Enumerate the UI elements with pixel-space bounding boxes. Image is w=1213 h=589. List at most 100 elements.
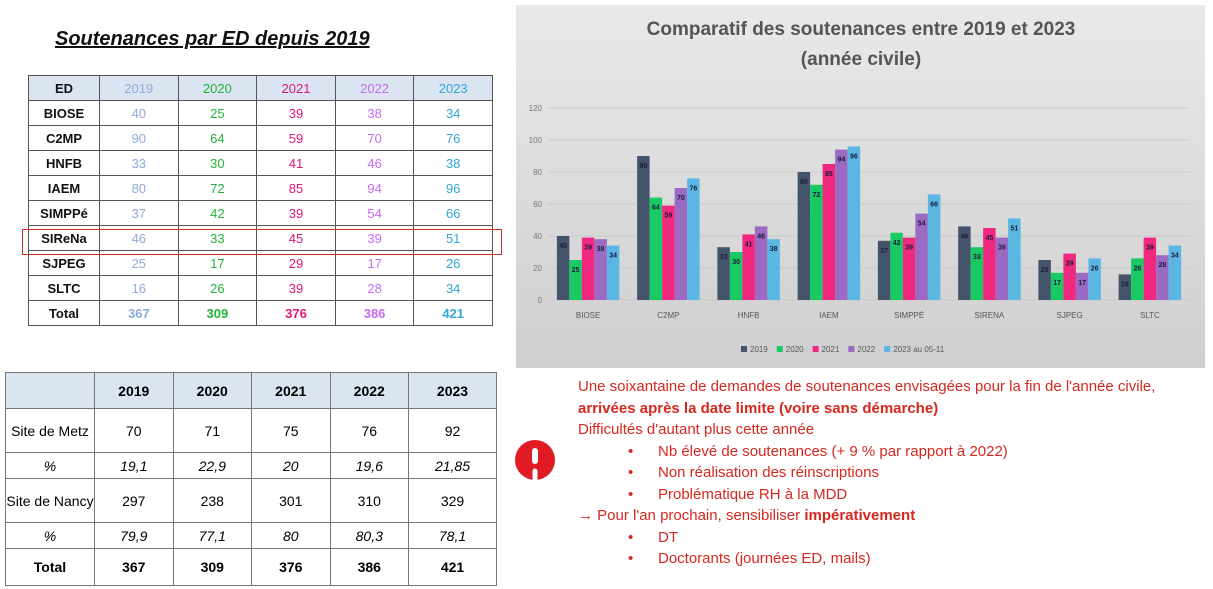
cell: 38 [414, 151, 493, 176]
cell: 39 [257, 101, 336, 126]
text-run: Une soixantaine de demandes de soutenanc… [578, 378, 1155, 395]
cell: 28 [335, 276, 414, 301]
row: SLTC1626392834 [29, 276, 493, 301]
cell: 376 [257, 301, 336, 326]
cell: 309 [178, 301, 257, 326]
cell: 71 [173, 409, 252, 453]
cell: 40 [100, 101, 179, 126]
data-label: 25 [1041, 267, 1049, 274]
y-tick-label: 0 [538, 296, 543, 305]
cell: BIOSE [29, 101, 100, 126]
cell: 238 [173, 479, 252, 523]
data-label: 39 [905, 245, 913, 252]
cell: 79,9 [95, 523, 174, 549]
header-cell: 2019 [95, 373, 174, 409]
data-label: 76 [689, 185, 697, 192]
cell: 33 [100, 151, 179, 176]
data-label: 72 [812, 192, 820, 199]
data-label: 85 [825, 171, 833, 178]
cell: 20 [252, 453, 331, 479]
bar [662, 206, 675, 300]
bar [1038, 260, 1051, 300]
cell: 64 [178, 126, 257, 151]
data-label: 17 [1078, 280, 1086, 287]
cell: 386 [330, 549, 409, 586]
bullet-item: Doctorants (journées ED, mails) [578, 548, 1210, 570]
data-label: 17 [1053, 280, 1061, 287]
y-tick-label: 120 [529, 104, 543, 113]
header-cell: 2021 [257, 76, 336, 101]
bullet-item: Problématique RH à la MDD [578, 484, 1210, 506]
paragraph: → Pour l'an prochain, sensibiliser impér… [578, 505, 1210, 527]
cell: 376 [252, 549, 331, 586]
text-run: impérativement [804, 507, 915, 524]
bar [675, 188, 688, 300]
site-table: 20192020202120222023Site de Metz70717576… [5, 372, 497, 586]
cell: 19,6 [330, 453, 409, 479]
cell: 34 [414, 101, 493, 126]
data-label: 40 [559, 243, 567, 250]
alert-icon [515, 440, 555, 480]
data-label: 28 [1158, 262, 1166, 269]
cell: 37 [100, 201, 179, 226]
cell: 309 [173, 549, 252, 586]
chart-title: Comparatif des soutenances entre 2019 et… [647, 19, 1076, 40]
cell: 26 [178, 276, 257, 301]
bar [928, 194, 941, 300]
data-label: 39 [998, 245, 1006, 252]
x-tick-label: SIRENA [974, 311, 1004, 320]
cell: 78,1 [409, 523, 497, 549]
cell: 77,1 [173, 523, 252, 549]
cell: Site de Nancy [6, 479, 95, 523]
data-label: 45 [985, 235, 993, 242]
data-label: 38 [597, 246, 605, 253]
cell: Site de Metz [6, 409, 95, 453]
cell: 301 [252, 479, 331, 523]
text-run: arrivées après la date limite (voire san… [578, 400, 938, 417]
legend-label: 2022 [857, 345, 875, 354]
data-label: 37 [880, 248, 888, 255]
data-label: 42 [893, 240, 901, 247]
legend-label: 2023 au 05-11 [893, 345, 945, 354]
text-run: Problématique RH à la MDD [658, 486, 847, 503]
chart-panel: Comparatif des soutenances entre 2019 et… [516, 5, 1205, 368]
header-cell: 2022 [330, 373, 409, 409]
header-cell: 2020 [173, 373, 252, 409]
cell: 76 [414, 126, 493, 151]
text-run: DT [658, 529, 678, 546]
data-label: 34 [1171, 253, 1179, 260]
cell: 367 [100, 301, 179, 326]
cell: 72 [178, 176, 257, 201]
text-run: Nb élevé de soutenances (+ 9 % par rappo… [658, 443, 1008, 460]
cell: 39 [257, 201, 336, 226]
header-cell: 2022 [335, 76, 414, 101]
paragraph: Difficultés d'autant plus cette année [578, 419, 1210, 441]
cell: % [6, 523, 95, 549]
bar [650, 198, 663, 300]
cell: SIMPPé [29, 201, 100, 226]
cell: 367 [95, 549, 174, 586]
slide: Soutenances par ED depuis 2019 ED2019202… [0, 0, 1213, 589]
legend-label: 2020 [786, 345, 804, 354]
chart: Comparatif des soutenances entre 2019 et… [516, 5, 1205, 368]
x-tick-label: SLTC [1140, 311, 1160, 320]
cell: IAEM [29, 176, 100, 201]
bullet-item: Nb élevé de soutenances (+ 9 % par rappo… [578, 441, 1210, 463]
paragraph: Une soixantaine de demandes de soutenanc… [578, 376, 1210, 419]
cell: 54 [335, 201, 414, 226]
cell: 94 [335, 176, 414, 201]
data-label: 16 [1121, 281, 1129, 288]
cell: 59 [257, 126, 336, 151]
header-cell: 2023 [409, 373, 497, 409]
cell: 297 [95, 479, 174, 523]
text-run: Difficultés d'autant plus cette année [578, 421, 814, 438]
legend-swatch [741, 346, 747, 352]
y-tick-label: 20 [533, 264, 542, 273]
text-run: Non réalisation des réinscriptions [658, 464, 879, 481]
y-tick-label: 100 [529, 136, 543, 145]
bar [687, 178, 700, 300]
cell: 30 [178, 151, 257, 176]
